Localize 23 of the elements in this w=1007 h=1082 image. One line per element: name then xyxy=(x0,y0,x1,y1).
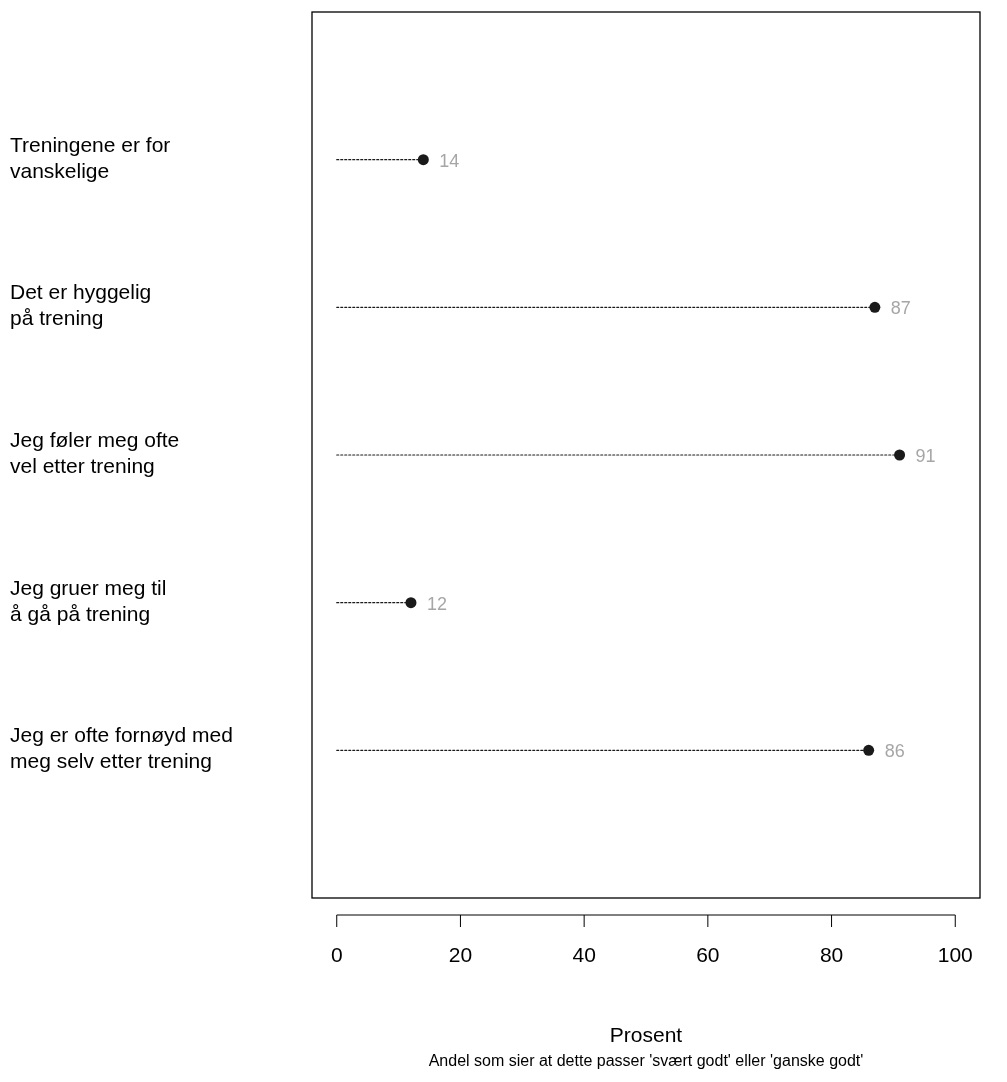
x-tick-label: 20 xyxy=(448,943,473,966)
x-tick-label: 100 xyxy=(937,943,973,966)
x-tick-label: 80 xyxy=(819,943,844,966)
y-tick-label: Jeg gruer meg til å gå på trening xyxy=(10,575,167,625)
point xyxy=(863,744,875,756)
y-tick-label: Jeg føler meg ofte vel etter trening xyxy=(10,428,180,477)
x-tick-label: 40 xyxy=(572,943,596,966)
x-axis-title: Prosent xyxy=(609,1023,683,1046)
point xyxy=(894,449,906,461)
data-label: 12 xyxy=(426,593,447,614)
data-label: 91 xyxy=(915,446,936,466)
data-label: 14 xyxy=(439,150,460,171)
text: Andel som sier at dette passer 'svært godt' eller 'ganske godt' xyxy=(428,1052,864,1069)
y-tick-label: Treningene er for vanskelige xyxy=(10,132,171,182)
point xyxy=(417,154,429,166)
y-tick-label: Jeg er ofte fornøyd med meg selv etter trening xyxy=(10,723,233,773)
point xyxy=(405,597,417,609)
y-tick-label: Det er hyggelig på trening xyxy=(10,280,152,330)
data-label: 86 xyxy=(884,741,905,762)
data-label: 87 xyxy=(890,298,911,319)
x-tick-label: 0 xyxy=(330,943,343,966)
point xyxy=(869,301,881,313)
x-tick-label: 60 xyxy=(696,943,720,966)
